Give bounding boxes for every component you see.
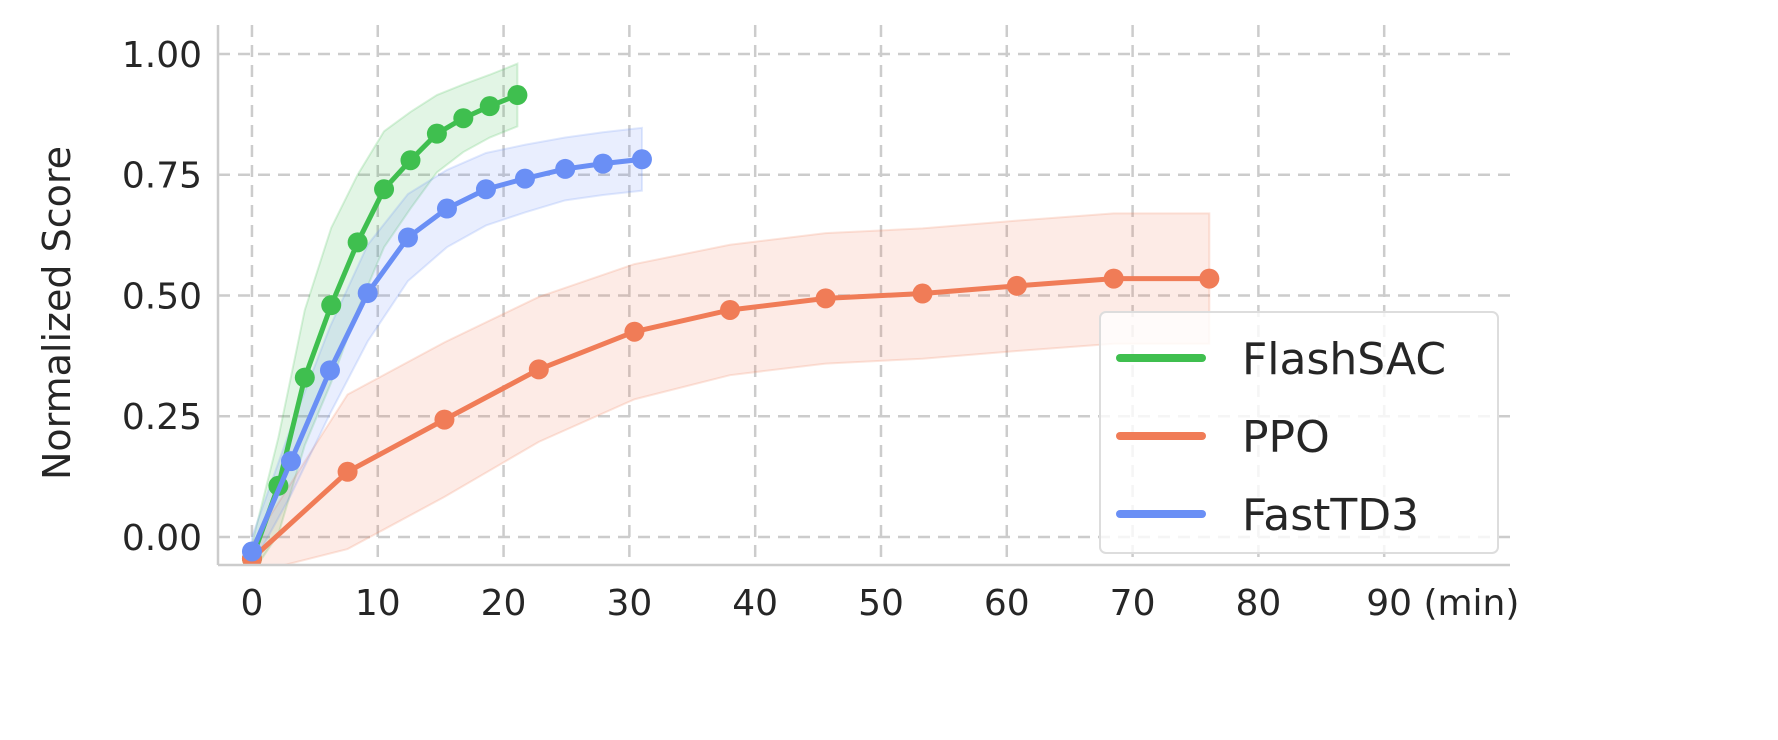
point-fasttd3 [319, 360, 340, 381]
point-fasttd3 [241, 541, 262, 562]
point-flashsac [347, 232, 368, 253]
series-lines [241, 85, 1220, 565]
x-tick-label: 0 [241, 583, 264, 624]
x-tick-label: 30 [606, 583, 652, 624]
legend: FlashSAC PPO FastTD3 [1099, 311, 1499, 554]
point-flashsac [321, 295, 342, 316]
x-tick-label: 90 (min) [1366, 583, 1519, 624]
point-flashsac [400, 150, 421, 171]
point-ppo [624, 321, 645, 342]
legend-label-fasttd3: FastTD3 [1242, 490, 1419, 541]
x-tick-label: 60 [984, 583, 1030, 624]
y-tick-label: 1.00 [122, 35, 202, 76]
legend-label-ppo: PPO [1242, 412, 1330, 463]
point-ppo [337, 461, 358, 482]
point-fasttd3 [280, 451, 301, 472]
legend-box [1099, 311, 1499, 554]
point-fasttd3 [357, 283, 378, 304]
x-tick-label: 10 [355, 583, 401, 624]
point-ppo [1103, 268, 1124, 289]
point-ppo [720, 299, 741, 320]
point-fasttd3 [514, 168, 535, 189]
point-fasttd3 [436, 198, 457, 219]
point-fasttd3 [555, 158, 576, 179]
point-fasttd3 [631, 149, 652, 170]
point-ppo [434, 409, 455, 430]
point-flashsac [453, 108, 474, 129]
point-ppo [912, 283, 933, 304]
point-flashsac [507, 85, 528, 106]
point-ppo [1006, 275, 1027, 296]
point-flashsac [479, 96, 500, 117]
y-tick-label: 0.25 [122, 397, 202, 438]
y-tick-label: 0.75 [122, 156, 202, 197]
legend-label-flashsac: FlashSAC [1242, 334, 1446, 385]
point-ppo [528, 359, 549, 380]
x-tick-label: 20 [481, 583, 527, 624]
point-ppo [1199, 268, 1220, 289]
point-flashsac [426, 123, 447, 144]
point-flashsac [294, 367, 315, 388]
x-tick-label: 80 [1235, 583, 1281, 624]
point-fasttd3 [397, 227, 418, 248]
y-axis-label: Normalized Score [35, 146, 79, 480]
point-ppo [815, 288, 836, 309]
axes: 0 10 20 30 40 50 60 70 80 90 (min) 0.00 0.25 0.50 0.7… [122, 25, 1519, 624]
point-flashsac [374, 179, 395, 200]
y-tick-label: 0.50 [122, 276, 202, 317]
x-tick-label: 50 [858, 583, 904, 624]
x-tick-label: 40 [732, 583, 778, 624]
y-tick-label: 0.00 [122, 518, 202, 559]
point-fasttd3 [475, 179, 496, 200]
point-fasttd3 [592, 153, 613, 174]
x-tick-label: 70 [1110, 583, 1156, 624]
